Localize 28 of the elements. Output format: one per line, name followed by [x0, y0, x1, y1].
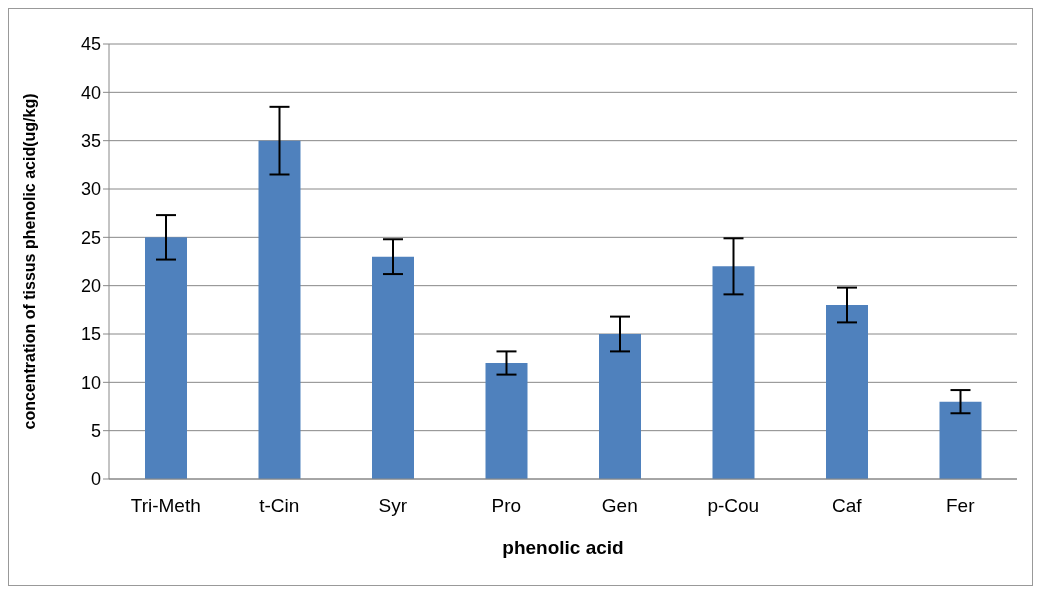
y-tick-label: 10 — [80, 372, 101, 393]
y-tick-label: 25 — [80, 227, 101, 248]
x-tick-label: Fer — [946, 495, 976, 517]
y-tick-label: 30 — [80, 179, 101, 200]
bar — [826, 305, 868, 479]
y-tick-label: 45 — [80, 34, 101, 55]
y-tick-label: 15 — [80, 324, 101, 345]
bar — [372, 256, 414, 479]
y-tick-label: 40 — [80, 82, 101, 103]
bar — [258, 140, 301, 479]
bar — [599, 334, 641, 479]
y-tick-label: 0 — [90, 469, 101, 490]
x-tick-label: p-Cou — [707, 495, 760, 517]
bar — [485, 363, 528, 479]
x-tick-label: Tri-Meth — [130, 495, 201, 517]
x-tick-label: Gen — [601, 495, 638, 517]
bar — [939, 401, 982, 479]
x-tick-label: Syr — [378, 495, 408, 517]
y-tick-label: 35 — [80, 131, 101, 152]
x-tick-label: Pro — [491, 495, 522, 517]
y-axis-title: concentration of tissus phenolic acid(ug/kg) — [20, 93, 38, 430]
y-tick-label: 20 — [80, 276, 101, 297]
bar — [712, 266, 755, 479]
x-axis-title: phenolic acid — [502, 537, 624, 558]
x-tick-label: t-Cin — [259, 495, 300, 517]
y-tick-label: 5 — [90, 421, 101, 442]
x-tick-label: Caf — [831, 495, 863, 517]
bar — [145, 237, 187, 479]
